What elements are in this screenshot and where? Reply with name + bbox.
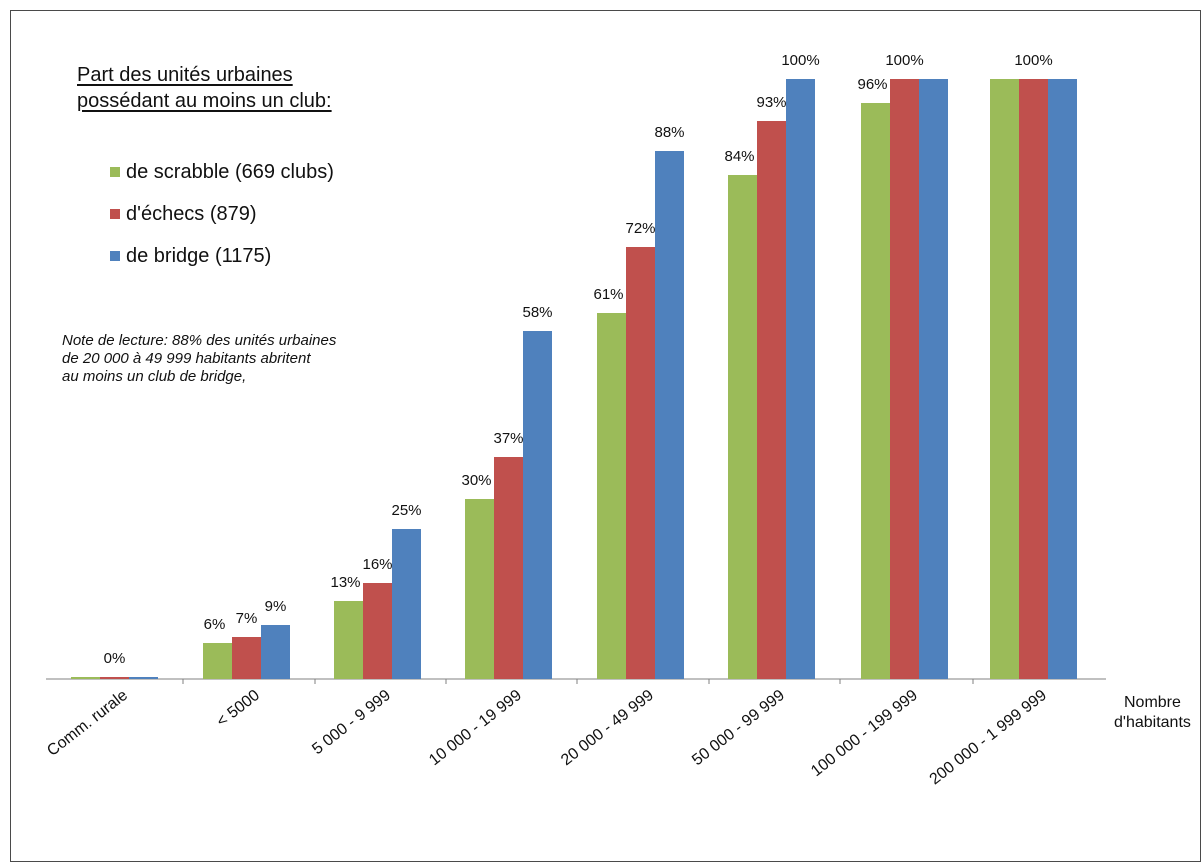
data-label-1-1: 7%: [236, 610, 258, 627]
legend-label-bridge: de bridge (1175): [126, 244, 272, 267]
reading-note-line-3: au moins un club de bridge,: [62, 368, 247, 385]
bar-0-1: [100, 677, 129, 679]
reading-note: Note de lecture: 88% des unités urbaines…: [62, 332, 336, 386]
data-label-2-2: 25%: [391, 502, 421, 519]
legend-title-line-1: Part des unités urbaines: [77, 64, 293, 86]
reading-note-line-2: de 20 000 à 49 999 habitants abritent: [62, 350, 311, 367]
bar-5-1: [757, 121, 786, 679]
data-label-3-2: 58%: [522, 304, 552, 321]
x-tick-label-7: 200 000 - 1 999 999: [927, 687, 1050, 789]
bar-4-0: [597, 313, 626, 679]
data-label-7-1: 100%: [1014, 52, 1052, 69]
data-label-6-1: 100%: [885, 52, 923, 69]
bar-1-2: [261, 625, 290, 679]
legend-swatch-echecs: [110, 209, 120, 219]
data-label-2-1: 16%: [362, 556, 392, 573]
x-tick-label-4: 20 000 - 49 999: [558, 687, 657, 769]
data-label-4-2: 88%: [654, 124, 684, 141]
bar-3-2: [523, 331, 552, 679]
x-axis-title-line-1: Nombre: [1123, 694, 1181, 711]
x-tick-label-6: 100 000 - 199 999: [808, 687, 921, 780]
bar-6-1: [890, 79, 919, 679]
data-label-2-0: 13%: [330, 574, 360, 591]
data-label-5-2: 100%: [781, 52, 819, 69]
bar-6-2: [919, 79, 948, 679]
bar-3-1: [494, 457, 523, 679]
legend-title: Part des unités urbaines possédant au mo…: [77, 62, 332, 114]
bar-6-0: [861, 103, 890, 679]
bar-0-0: [71, 677, 100, 679]
chart-frame: 0% Comm. rurale 6% 7% 9% < 5000 13% 16% 25% 5 000…: [10, 10, 1201, 862]
legend-swatch-scrabble: [110, 167, 120, 177]
legend: de scrabble (669 clubs) d'échecs (879) d…: [110, 151, 334, 277]
x-tick-label-3: 10 000 - 19 999: [426, 687, 525, 769]
bar-5-2: [786, 79, 815, 679]
bar-4-1: [626, 247, 655, 679]
data-label-3-1: 37%: [493, 430, 523, 447]
data-label-3-0: 30%: [461, 472, 491, 489]
x-axis-title-line-2: d'habitants: [1114, 714, 1191, 731]
data-label-1-2: 9%: [265, 598, 287, 615]
data-label-5-1: 93%: [756, 94, 786, 111]
data-label-0-1: 0%: [104, 650, 126, 667]
bar-7-0: [990, 79, 1019, 679]
data-label-1-0: 6%: [204, 616, 226, 633]
data-label-4-1: 72%: [625, 220, 655, 237]
legend-label-echecs: d'échecs (879): [126, 202, 257, 225]
bar-1-1: [232, 637, 261, 679]
bar-7-1: [1019, 79, 1048, 679]
bar-4-2: [655, 151, 684, 679]
x-tick-label-1: < 5000: [214, 687, 263, 731]
x-tick-label-0: Comm. rurale: [44, 687, 131, 760]
legend-title-line-2: possédant au moins un club:: [77, 90, 332, 112]
data-label-4-0: 61%: [593, 286, 623, 303]
data-label-5-0: 84%: [724, 148, 754, 165]
bar-2-2: [392, 529, 421, 679]
bar-3-0: [465, 499, 494, 679]
legend-item-bridge: de bridge (1175): [110, 235, 334, 277]
reading-note-line-1: Note de lecture: 88% des unités urbaines: [62, 332, 337, 349]
x-axis-title: Nombre d'habitants: [1114, 693, 1191, 733]
bar-chart: 0% Comm. rurale 6% 7% 9% < 5000 13%16% 25% 5 000…: [44, 52, 1106, 789]
data-label-6-0: 96%: [857, 76, 887, 93]
legend-swatch-bridge: [110, 251, 120, 261]
legend-label-scrabble: de scrabble (669 clubs): [126, 160, 334, 183]
bar-1-0: [203, 643, 232, 679]
bar-0-2: [129, 677, 158, 679]
bar-7-2: [1048, 79, 1077, 679]
x-tick-label-5: 50 000 - 99 999: [689, 687, 788, 769]
bar-2-0: [334, 601, 363, 679]
legend-item-echecs: d'échecs (879): [110, 193, 334, 235]
bar-2-1: [363, 583, 392, 679]
bar-5-0: [728, 175, 757, 679]
legend-item-scrabble: de scrabble (669 clubs): [110, 151, 334, 193]
x-tick-label-2: 5 000 - 9 999: [309, 687, 394, 759]
